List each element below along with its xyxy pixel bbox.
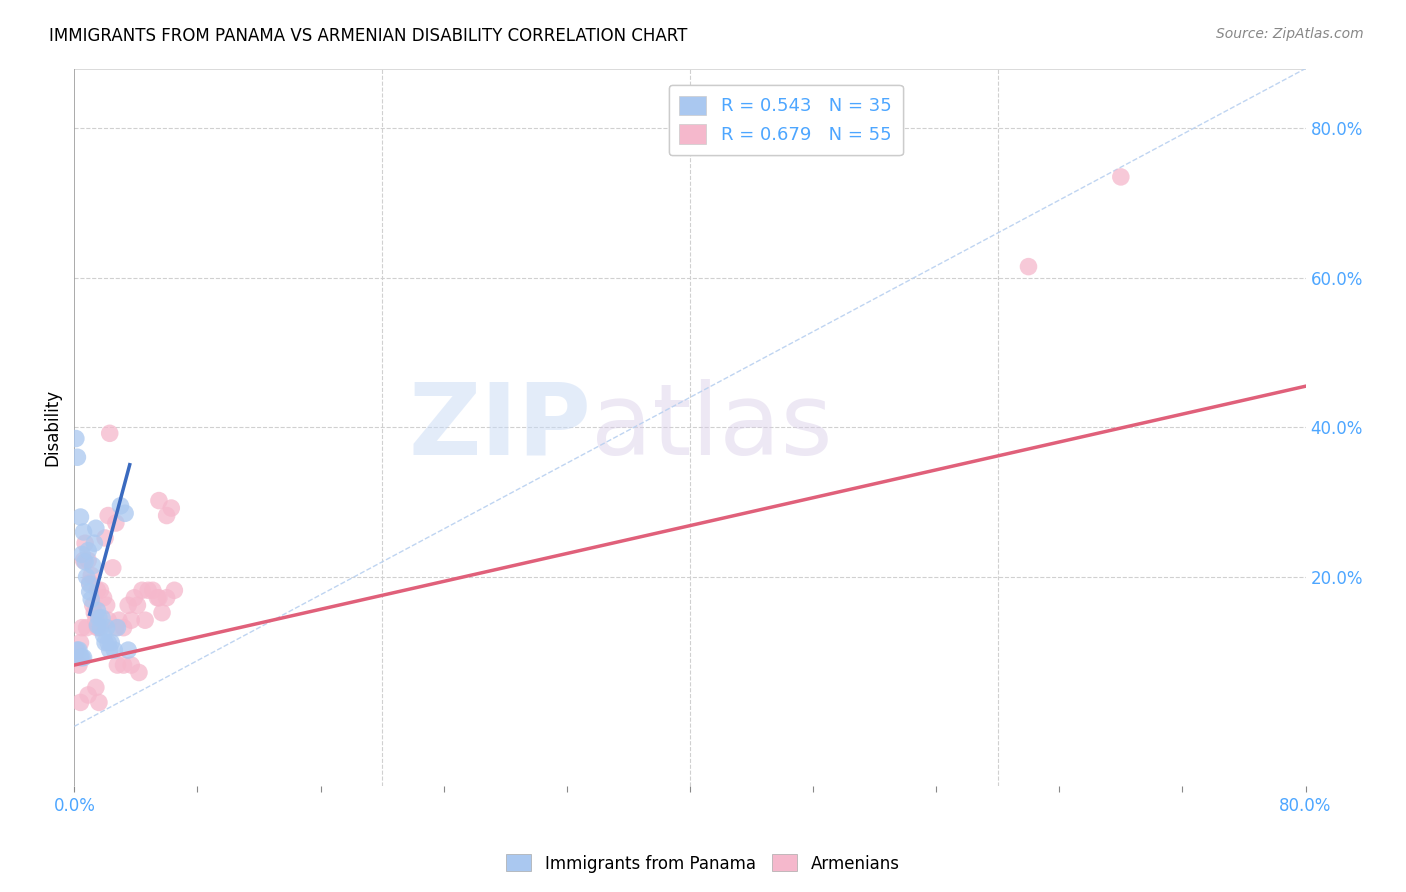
Legend: Immigrants from Panama, Armenians: Immigrants from Panama, Armenians <box>499 847 907 880</box>
Point <box>67 643 90 657</box>
Point <box>117 599 139 613</box>
Point <box>150 606 173 620</box>
Point <box>127 599 149 613</box>
Point <box>108 613 131 627</box>
Point <box>69 650 91 665</box>
Point <box>80 592 103 607</box>
Point <box>97 508 120 523</box>
Point <box>87 611 110 625</box>
Text: ZIP: ZIP <box>409 379 592 475</box>
Point <box>93 591 115 605</box>
Point <box>104 621 127 635</box>
Point <box>72 650 94 665</box>
Text: IMMIGRANTS FROM PANAMA VS ARMENIAN DISABILITY CORRELATION CHART: IMMIGRANTS FROM PANAMA VS ARMENIAN DISAB… <box>49 27 688 45</box>
Point <box>128 665 150 680</box>
Point <box>93 628 115 642</box>
Point <box>112 658 135 673</box>
Point <box>156 591 179 605</box>
Point <box>72 524 94 539</box>
Point <box>142 583 165 598</box>
Point <box>65 432 87 446</box>
Point <box>94 635 117 649</box>
Point <box>89 583 111 598</box>
Point <box>76 570 98 584</box>
Point <box>148 591 170 605</box>
Point <box>98 643 121 657</box>
Point <box>91 611 114 625</box>
Point <box>83 536 105 550</box>
Point <box>72 553 94 567</box>
Point <box>65 643 87 657</box>
Point <box>83 606 105 620</box>
Point <box>84 613 107 627</box>
Y-axis label: Disability: Disability <box>44 389 60 466</box>
Point <box>69 695 91 709</box>
Point <box>160 501 183 516</box>
Point <box>110 499 132 513</box>
Point <box>103 643 125 657</box>
Point <box>131 583 153 598</box>
Point <box>86 618 108 632</box>
Point <box>101 561 124 575</box>
Point <box>75 536 97 550</box>
Point <box>112 621 135 635</box>
Point <box>87 695 110 709</box>
Point <box>66 643 89 657</box>
Point <box>107 621 129 635</box>
Point <box>163 583 186 598</box>
Point <box>107 658 129 673</box>
Point <box>84 521 107 535</box>
Point <box>79 584 101 599</box>
Point <box>97 635 120 649</box>
Point <box>76 621 98 635</box>
Point <box>120 658 142 673</box>
Point <box>66 650 89 665</box>
Point <box>148 493 170 508</box>
Point <box>77 553 100 567</box>
Point <box>124 591 146 605</box>
Point <box>97 613 120 627</box>
Point <box>80 568 103 582</box>
Point <box>79 577 101 591</box>
Point <box>146 591 169 605</box>
Point <box>75 555 97 569</box>
Point <box>70 621 93 635</box>
Point <box>1109 169 1132 184</box>
Point <box>156 508 179 523</box>
Point <box>94 531 117 545</box>
Point <box>86 603 108 617</box>
Point <box>84 681 107 695</box>
Point <box>70 650 93 665</box>
Point <box>134 613 156 627</box>
Text: Source: ZipAtlas.com: Source: ZipAtlas.com <box>1216 27 1364 41</box>
Point <box>66 450 89 465</box>
Legend: R = 0.543   N = 35, R = 0.679   N = 55: R = 0.543 N = 35, R = 0.679 N = 55 <box>669 85 903 155</box>
Point <box>69 635 91 649</box>
Point <box>100 635 122 649</box>
Point <box>87 621 110 635</box>
Point <box>77 688 100 702</box>
Point <box>96 599 118 613</box>
Point <box>98 426 121 441</box>
Point <box>104 516 127 530</box>
Point <box>86 583 108 598</box>
Point <box>136 583 159 598</box>
Point <box>70 548 93 562</box>
Point <box>86 621 108 635</box>
Point <box>69 510 91 524</box>
Text: atlas: atlas <box>592 379 832 475</box>
Point <box>82 599 104 613</box>
Point <box>89 621 111 635</box>
Point <box>82 558 104 573</box>
Point <box>96 621 118 635</box>
Point <box>1018 260 1040 274</box>
Point <box>77 543 100 558</box>
Point <box>79 575 101 590</box>
Point <box>67 658 90 673</box>
Point <box>120 613 142 627</box>
Point <box>114 506 136 520</box>
Point <box>117 643 139 657</box>
